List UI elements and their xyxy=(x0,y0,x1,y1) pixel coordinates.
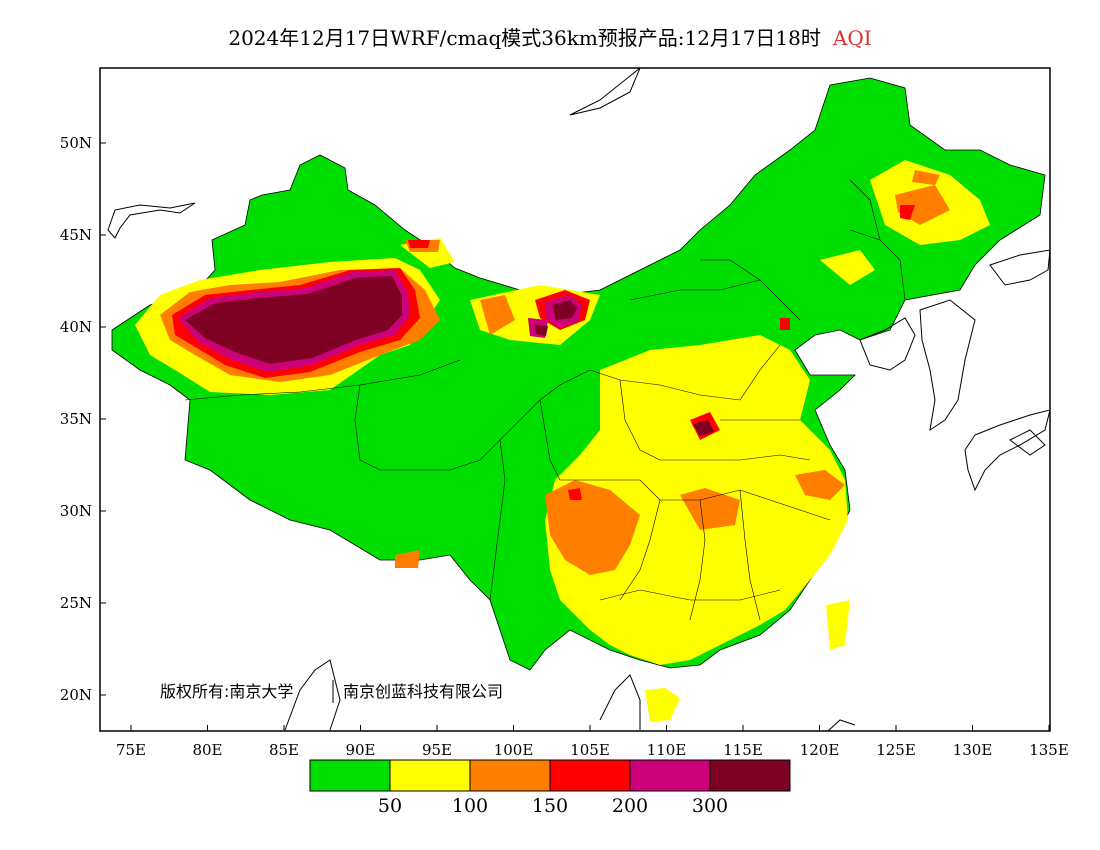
lon-tick-label: 110E xyxy=(647,741,687,759)
province-borders xyxy=(184,179,906,621)
legend-swatch xyxy=(709,759,791,792)
lon-tick-label: 135E xyxy=(1029,741,1069,759)
aqi-zones-maroon xyxy=(185,276,714,436)
lat-tick-label: 40N xyxy=(60,318,92,336)
lon-tick-label: 90E xyxy=(345,741,375,759)
map-content xyxy=(107,68,1050,731)
lon-tick-label: 85E xyxy=(269,741,299,759)
lon-tick-label: 100E xyxy=(494,741,534,759)
aqi-legend: 50 100 150 200 300 xyxy=(309,759,791,817)
legend-label: 300 xyxy=(692,795,728,817)
lon-tick-label: 125E xyxy=(876,741,916,759)
lon-tick-label: 130E xyxy=(953,741,993,759)
lat-tick-label: 45N xyxy=(60,226,92,244)
lon-tick-label: 75E xyxy=(116,741,146,759)
copyright-company: 南京创蓝科技有限公司 xyxy=(343,682,503,701)
neighbor-coastlines xyxy=(107,68,1050,731)
legend-label: 50 xyxy=(378,795,402,817)
lat-tick-label: 25N xyxy=(60,594,92,612)
lon-tick-label: 115E xyxy=(723,741,763,759)
legend-label: 200 xyxy=(612,795,648,817)
lon-tick-label: 120E xyxy=(800,741,840,759)
legend-label: 100 xyxy=(452,795,488,817)
latitude-axis: 50N 45N 40N 35N 30N 25N 20N xyxy=(60,134,106,704)
longitude-axis: 75E 80E 85E 90E 95E 100E 105E 110E 115E 120E 125E 1… xyxy=(116,725,1069,759)
lat-tick-label: 30N xyxy=(60,502,92,520)
legend-swatch xyxy=(469,759,551,792)
lat-tick-label: 20N xyxy=(60,686,92,704)
lon-tick-label: 95E xyxy=(422,741,452,759)
lon-tick-label: 105E xyxy=(570,741,610,759)
legend-label: 150 xyxy=(532,795,568,817)
legend-swatch xyxy=(549,759,631,792)
legend-swatch xyxy=(629,759,711,792)
legend-swatch xyxy=(389,759,471,792)
lon-tick-label: 80E xyxy=(192,741,222,759)
map-frame xyxy=(99,67,1051,732)
lat-tick-label: 50N xyxy=(60,134,92,152)
lat-tick-label: 35N xyxy=(60,410,92,428)
map-title: 2024年12月17日WRF/cmaq模式36km预报产品:12月17日18时 A… xyxy=(0,22,1100,51)
legend-swatch xyxy=(309,759,391,792)
copyright-owner: 版权所有:南京大学 xyxy=(160,682,293,701)
title-main: 2024年12月17日WRF/cmaq模式36km预报产品:12月17日18时 xyxy=(228,26,821,50)
title-variable: AQI xyxy=(832,26,872,50)
